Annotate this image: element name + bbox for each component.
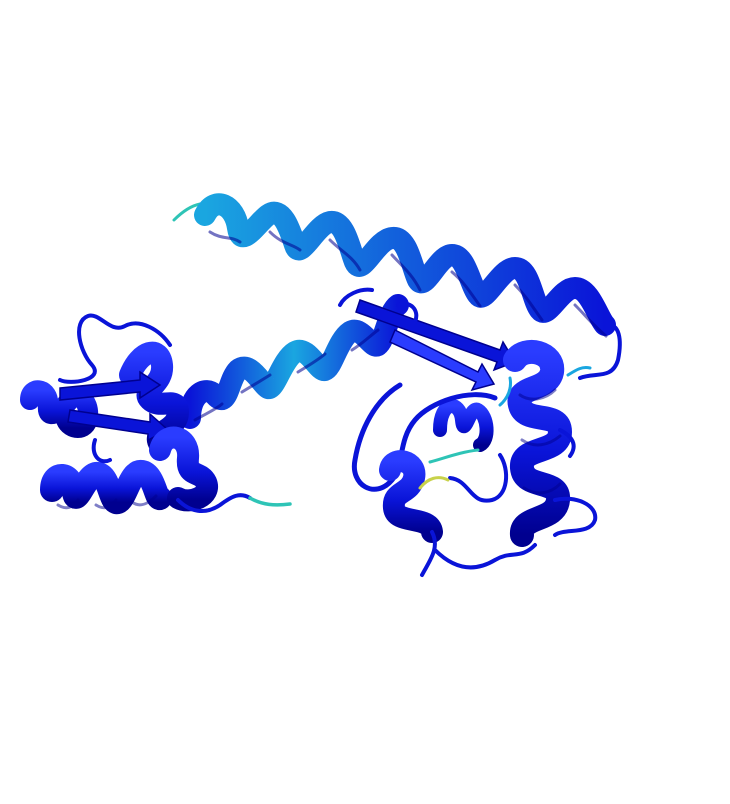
diagonal-middle-helix bbox=[190, 305, 398, 420]
left-domain bbox=[30, 316, 290, 512]
